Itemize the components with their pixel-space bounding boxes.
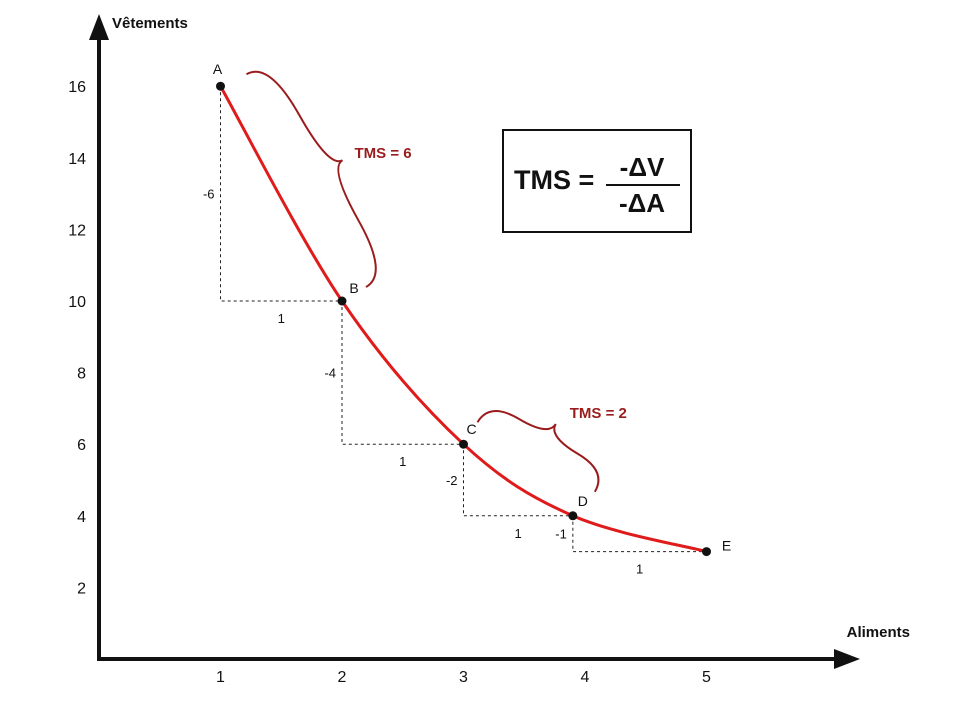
step-dx-label: 1 xyxy=(278,311,285,326)
tms-formula-box: TMS = -ΔV -ΔA xyxy=(502,129,692,233)
formula-denominator: -ΔA xyxy=(618,188,666,218)
axes: Vêtements Aliments xyxy=(89,14,910,669)
x-tick-label: 2 xyxy=(338,669,347,686)
step-guide xyxy=(220,86,342,302)
y-tick-label: 8 xyxy=(77,366,86,383)
x-tick-label: 4 xyxy=(581,669,590,686)
step-dy-label: -6 xyxy=(203,187,215,202)
point-label: C xyxy=(466,421,476,437)
x-tick-label: 1 xyxy=(216,669,225,686)
y-tick-label: 4 xyxy=(77,509,86,526)
x-tick-label: 5 xyxy=(702,669,711,686)
point-label: A xyxy=(213,61,223,77)
y-tick-label: 14 xyxy=(68,151,86,168)
point-label: D xyxy=(578,493,588,509)
annotation-brace xyxy=(246,70,377,288)
step-guide xyxy=(341,301,464,445)
formula-fraction-bar xyxy=(606,184,680,186)
y-axis-arrow xyxy=(89,14,109,40)
step-guide xyxy=(463,444,573,517)
annotation-label: TMS = 2 xyxy=(570,405,627,422)
y-tick-label: 10 xyxy=(68,294,86,311)
y-tick-label: 16 xyxy=(68,79,86,96)
formula-lhs: TMS = xyxy=(514,165,595,195)
point-e xyxy=(702,547,711,557)
indifference-curve xyxy=(219,85,707,554)
annotation-label: TMS = 6 xyxy=(355,145,412,162)
formula-numerator: -ΔV xyxy=(619,152,665,182)
x-axis-arrow xyxy=(834,649,860,669)
annotation-brace xyxy=(476,410,600,493)
y-tick-label: 2 xyxy=(77,580,86,597)
point-d xyxy=(568,511,578,521)
step-dx-label: 1 xyxy=(399,454,406,469)
point-label: B xyxy=(349,280,358,296)
step-dx-label: 1 xyxy=(515,526,522,541)
point-c xyxy=(459,439,468,449)
step-dx-label: 1 xyxy=(636,562,643,577)
step-dy-label: -1 xyxy=(555,527,567,542)
point-a xyxy=(216,81,225,91)
y-axis-title: Vêtements xyxy=(112,15,188,32)
step-dy-label: -2 xyxy=(446,473,458,488)
step-guides: -6 1 -4 1 -2 1 -1 1 xyxy=(203,86,707,577)
curve-points: A B C D E xyxy=(213,61,731,557)
x-axis-title: Aliments xyxy=(847,624,910,641)
y-tick-label: 12 xyxy=(68,222,86,239)
x-tick-label: 3 xyxy=(459,669,468,686)
point-label: E xyxy=(722,538,731,554)
tms-annotations: TMS = 6 TMS = 2 xyxy=(246,70,627,493)
y-tick-label: 6 xyxy=(77,437,86,454)
point-b xyxy=(337,296,347,306)
step-dy-label: -4 xyxy=(324,366,336,381)
